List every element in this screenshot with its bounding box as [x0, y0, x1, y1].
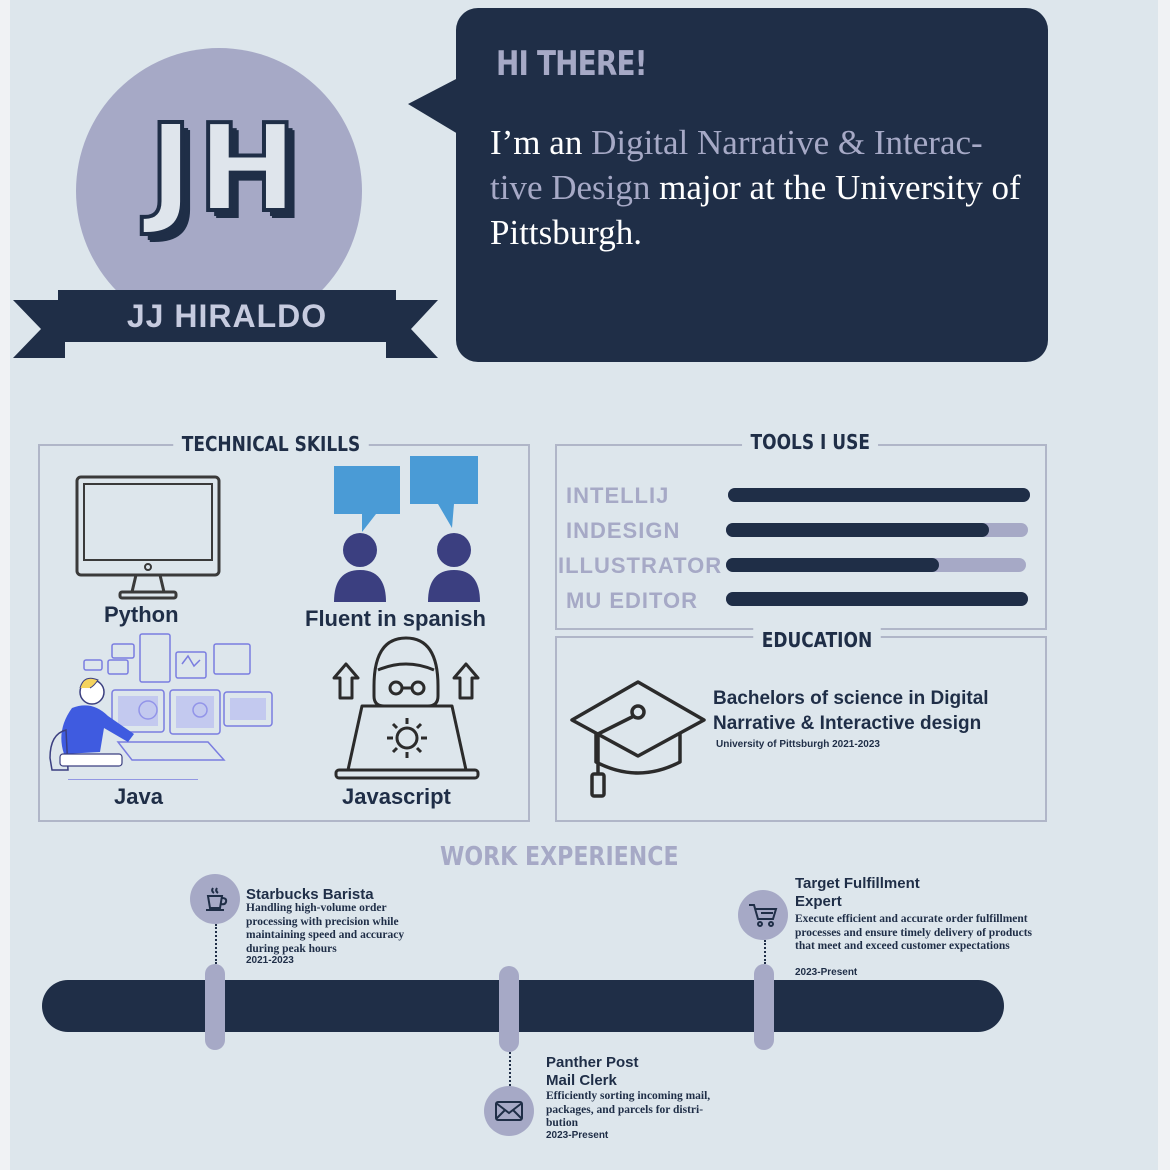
- shopping-cart-icon: [738, 890, 788, 940]
- education-title: EDUCATION: [753, 628, 881, 652]
- greeting-heading: HI THERE!: [496, 44, 647, 84]
- graduation-cap-icon: [570, 680, 706, 798]
- intro-prefix: I’m an: [490, 123, 592, 162]
- coffee-icon: [190, 874, 240, 924]
- education-degree: Bachelors of science in Digital Narrativ…: [713, 688, 989, 734]
- speech-bubble-tip: [408, 78, 458, 134]
- timeline-peg-target: [754, 964, 774, 1050]
- timeline-peg-starbucks: [205, 964, 225, 1050]
- tool-bar-indesign: [726, 523, 1028, 537]
- tool-label-illustrator: ILLUSTRATOR: [558, 553, 723, 578]
- timeline-peg-panther: [499, 966, 519, 1052]
- work-experience-title: WORK EXPERIENCE: [440, 842, 679, 872]
- monitor-icon: [75, 475, 221, 600]
- developer-illustration: [49, 633, 273, 780]
- intro-speech-bubble: HI THERE! I’m an Digital Narrative & Int…: [456, 8, 1048, 362]
- resume-page: JH JJ HIRALDO HI THERE! I’m an Digital N…: [10, 0, 1158, 1170]
- job-title-starbucks: Starbucks Barista: [246, 886, 374, 903]
- skill-label-python: Python: [104, 602, 179, 627]
- laptop-gear-icon: [332, 636, 480, 780]
- job-date-target: 2023-Present: [795, 967, 858, 978]
- skill-label-spanish: Fluent in spanish: [305, 606, 486, 631]
- intro-highlight: Digital Narrative & Interac- tive Design: [490, 123, 983, 207]
- tool-bar-fill-indesign: [726, 523, 989, 537]
- ribbon-left-tail: [13, 300, 438, 358]
- intro-text: I’m an Digital Narrative & Interac- tive…: [490, 120, 1030, 255]
- timeline-connector-panther: [509, 1052, 511, 1086]
- job-desc-starbucks: Handling high-volume order processing wi…: [246, 902, 405, 955]
- skill-label-java: Java: [114, 784, 163, 809]
- technical-skills-title: TECHNICAL SKILLS: [173, 432, 369, 456]
- tool-label-indesign: INDESIGN: [566, 518, 681, 543]
- skill-label-javascript: Javascript: [342, 784, 451, 809]
- timeline-connector-target: [764, 940, 766, 964]
- tool-bar-fill-mu-editor: [726, 592, 1028, 606]
- tool-bar-illustrator: [726, 558, 1026, 572]
- job-date-panther: 2023-Present: [546, 1130, 609, 1141]
- timeline-connector-starbucks: [215, 924, 217, 964]
- tool-bar-fill-intellij: [728, 488, 1030, 502]
- envelope-icon: [484, 1086, 534, 1136]
- job-desc-target: Execute efficient and accurate order ful…: [795, 913, 1033, 952]
- job-date-starbucks: 2021-2023: [246, 955, 294, 966]
- conversation-icon: [334, 456, 480, 602]
- avatar: [76, 48, 362, 334]
- tools-title: TOOLS I USE: [742, 430, 879, 454]
- timeline-bar: [42, 980, 1004, 1032]
- tool-bar-mu-editor: [726, 592, 1028, 606]
- tool-label-intellij: INTELLIJ: [566, 483, 670, 508]
- monogram: JH: [146, 100, 302, 239]
- tool-label-mu-editor: MU EDITOR: [566, 588, 699, 613]
- name-banner: JJ HIRALDO: [58, 290, 396, 342]
- intro-suffix: major at the University of Pittsburgh.: [490, 168, 1021, 252]
- job-title-panther: Panther Post Mail Clerk: [546, 1054, 639, 1089]
- education-school: University of Pittsburgh 2021-2023: [716, 739, 880, 750]
- job-title-target: Target Fulfillment Expert: [795, 875, 920, 910]
- job-desc-panther: Efficiently sorting incoming mail, packa…: [546, 1090, 711, 1129]
- tool-bar-fill-illustrator: [726, 558, 939, 572]
- tool-bar-intellij: [728, 488, 1030, 502]
